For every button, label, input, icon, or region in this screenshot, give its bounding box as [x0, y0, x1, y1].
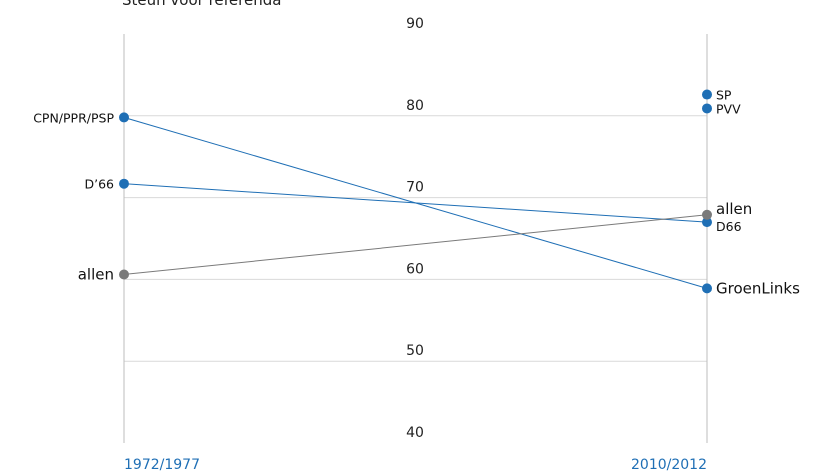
gridlines	[124, 115, 707, 362]
point-left-d66	[119, 178, 129, 189]
chart-title: Steun voor referenda	[122, 0, 281, 9]
series-line-d66	[123, 183, 708, 223]
point-right-pvv	[702, 103, 712, 114]
point-right-d66	[702, 217, 712, 228]
series-line-allen	[123, 214, 708, 275]
label-right-pvv: PVV	[716, 101, 741, 116]
y-tick-label: 70	[406, 180, 424, 196]
x-tick-label-left: 1972/1977	[124, 457, 200, 473]
y-tick-label: 90	[406, 16, 424, 32]
label-right-d66: D66	[716, 219, 742, 234]
point-right-groenlinks	[702, 283, 712, 294]
label-left-d66: D’66	[84, 177, 114, 192]
point-left-groenlinks	[119, 112, 129, 123]
label-right-groenlinks: GroenLinks	[716, 279, 800, 297]
y-tick-label: 80	[406, 98, 424, 114]
series-points	[119, 89, 712, 294]
point-left-allen	[119, 269, 129, 280]
y-tick-labels: 40 50 60 70 80 90	[406, 16, 424, 441]
x-tick-label-right: 2010/2012	[631, 457, 707, 473]
label-right-allen: allen	[716, 200, 752, 218]
point-right-allen	[702, 209, 712, 220]
y-tick-label: 50	[406, 343, 424, 359]
series-labels: CPN/PPR/PSPGroenLinksD’66D66allenallenSP…	[33, 88, 800, 298]
point-right-sp	[702, 89, 712, 100]
y-tick-label: 60	[406, 261, 424, 277]
label-left-groenlinks: CPN/PPR/PSP	[33, 110, 114, 125]
series-lines	[123, 116, 708, 289]
y-tick-label: 40	[406, 425, 424, 441]
label-left-allen: allen	[78, 265, 114, 283]
label-right-sp: SP	[716, 88, 732, 103]
